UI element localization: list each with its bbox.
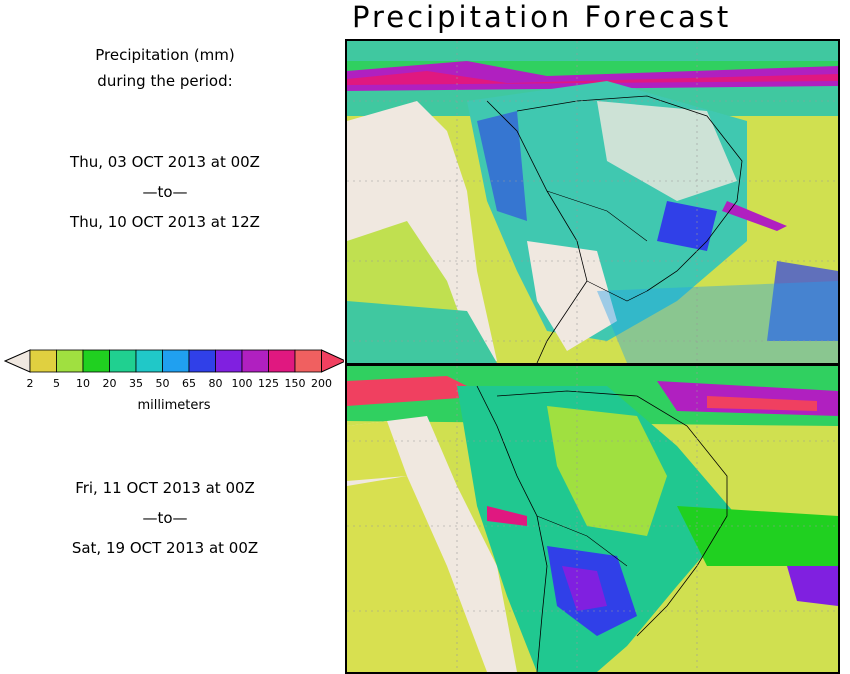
legend-under-arrow: [4, 349, 31, 373]
legend-swatch: [294, 349, 322, 373]
legend-swatch: [188, 349, 216, 373]
page-title: Precipitation Forecast: [352, 0, 732, 34]
map-period-1: [345, 39, 840, 365]
legend-tick-label: 20: [103, 377, 117, 390]
legend-swatch: [162, 349, 190, 373]
color-legend: 2 5 10 20 35 50 65 80 100 125 150 200 millimeters: [4, 348, 344, 418]
period-2-start: Fri, 11 OCT 2013 at 00Z: [75, 479, 255, 497]
legend-swatch: [109, 349, 137, 373]
legend-tick-label: 100: [232, 377, 253, 390]
legend-swatch: [29, 349, 57, 373]
period-2-label: Fri, 11 OCT 2013 at 00Z —to— Sat, 19 OCT…: [0, 473, 330, 563]
legend-units: millimeters: [137, 398, 211, 413]
legend-tick-label: 5: [53, 377, 60, 390]
legend-tick-label: 35: [129, 377, 143, 390]
legend-swatch: [241, 349, 269, 373]
period-1-separator: —to—: [142, 183, 188, 201]
legend-over-arrow: [321, 349, 344, 373]
period-1-label: Thu, 03 OCT 2013 at 00Z —to— Thu, 10 OCT…: [0, 147, 330, 237]
legend-swatch: [215, 349, 243, 373]
subtitle: Precipitation (mm) during the period:: [0, 42, 330, 94]
period-2-end: Sat, 19 OCT 2013 at 00Z: [71, 539, 259, 557]
legend-swatch: [268, 349, 296, 373]
map-period-2: [345, 364, 840, 674]
legend-tick-label: 10: [76, 377, 90, 390]
legend-tick-label: 150: [285, 377, 306, 390]
subtitle-line2: during the period:: [97, 72, 233, 90]
precipitation-map-2: [347, 366, 838, 672]
period-1-end: Thu, 10 OCT 2013 at 12Z: [70, 213, 260, 231]
precipitation-map-1: [347, 41, 838, 363]
legend-tick-label: 80: [209, 377, 223, 390]
legend-tick-label: 200: [311, 377, 332, 390]
subtitle-line1: Precipitation (mm): [95, 46, 235, 64]
legend-tick-label: 125: [258, 377, 279, 390]
legend-tick-label: 50: [156, 377, 170, 390]
period-2-separator: —to—: [142, 509, 188, 527]
legend-swatch: [82, 349, 110, 373]
legend-tick-label: 2: [27, 377, 34, 390]
legend-swatch: [56, 349, 84, 373]
legend-colorbar: 2 5 10 20 35 50 65 80 100 125 150 200: [4, 349, 344, 390]
legend-tick-label: 65: [182, 377, 196, 390]
period-1-start: Thu, 03 OCT 2013 at 00Z: [70, 153, 260, 171]
legend-swatch: [135, 349, 163, 373]
